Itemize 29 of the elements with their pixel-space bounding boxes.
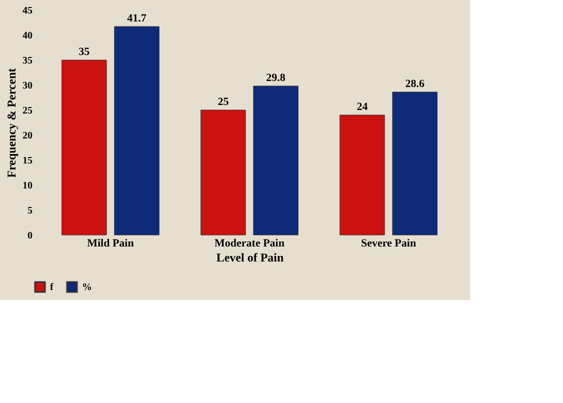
bar [62, 60, 107, 236]
y-tick-label: 25 [22, 106, 32, 116]
data-label: 29.8 [266, 72, 286, 84]
y-tick-label: 45 [22, 6, 32, 16]
data-label: 41.7 [127, 12, 147, 24]
y-axis-title: Frequency & Percent [4, 68, 18, 178]
bar [253, 86, 298, 236]
x-axis-title: Level of Pain [216, 250, 284, 264]
y-tick-label: 30 [22, 80, 32, 92]
y-tick-label: 20 [22, 130, 32, 142]
bar [340, 114, 385, 236]
bar [114, 26, 160, 236]
x-tick-label: Moderate Pain [214, 238, 284, 250]
data-label: 25 [218, 96, 230, 108]
y-tick-label: 15 [22, 156, 32, 166]
bar [200, 110, 246, 236]
y-tick-label: 5 [28, 206, 32, 216]
y-tick-label: 0 [28, 230, 32, 242]
x-tick-label: Mild Pain [87, 238, 134, 250]
legend-label: f [50, 282, 54, 293]
data-label: 35 [78, 46, 90, 58]
data-label: 28.6 [405, 78, 425, 90]
y-tick-label: 35 [22, 56, 32, 66]
legend-label: % [82, 282, 92, 293]
x-tick-label: Severe Pain [360, 238, 416, 250]
y-tick-label: 40 [22, 30, 32, 42]
data-label: 24 [356, 101, 368, 113]
bar [392, 92, 438, 236]
y-tick-label: 10 [22, 180, 32, 192]
